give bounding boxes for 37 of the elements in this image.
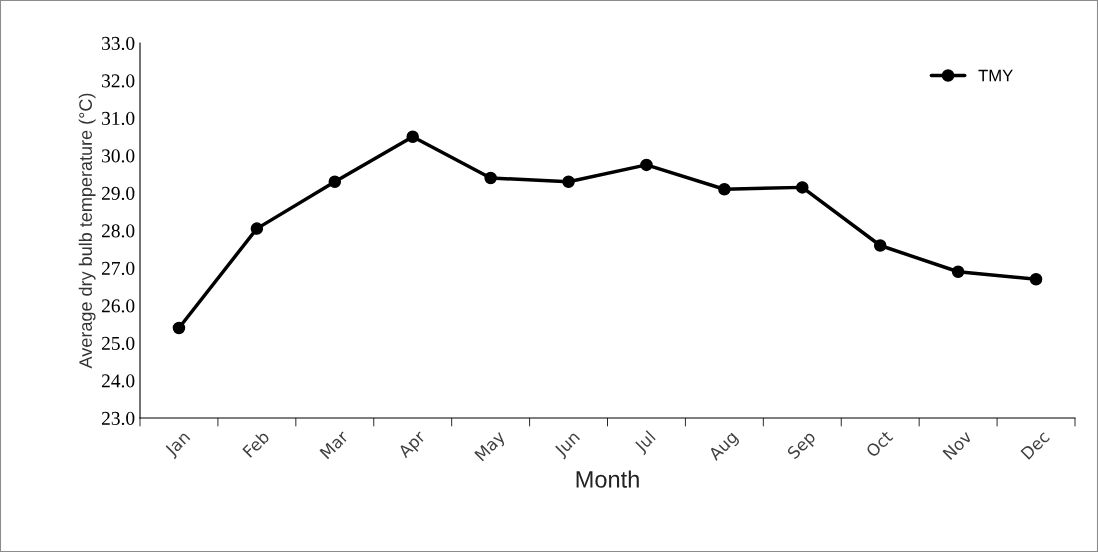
x-tick-label: Dec xyxy=(1020,430,1051,460)
x-tick-label: Apr xyxy=(397,429,429,461)
y-tick-label: 31.0 xyxy=(102,111,135,126)
x-tick-label: Mar xyxy=(319,429,350,460)
y-tick-label: 26.0 xyxy=(101,299,135,313)
x-tick-label: Oct xyxy=(865,429,894,458)
y-tick-label: 27.0 xyxy=(101,261,135,276)
x-tick-label: Aug xyxy=(707,430,741,464)
point xyxy=(1029,272,1043,286)
y-tick-label: 25.0 xyxy=(101,336,135,351)
x-tick-label: Sep xyxy=(786,429,819,462)
point xyxy=(406,130,419,144)
point xyxy=(796,181,809,194)
y-tick-label: 29.0 xyxy=(101,186,135,201)
y-tick-label: 30.0 xyxy=(102,149,135,163)
x-tick-label: Nov xyxy=(942,429,973,461)
point xyxy=(250,222,264,235)
y-tick-label: 32.0 xyxy=(102,74,135,88)
x-tick-label: Feb xyxy=(241,429,271,458)
y-tick-label: 33.0 xyxy=(102,36,135,51)
y-tick-label: 24.0 xyxy=(101,374,135,388)
point xyxy=(484,171,497,185)
y-axis-title: Average dry bulb temperature (°C) xyxy=(78,93,96,369)
point xyxy=(718,182,731,196)
point xyxy=(640,158,653,172)
point xyxy=(951,265,965,279)
x-tick-label: Jan xyxy=(163,430,193,460)
point xyxy=(328,175,342,189)
y-tick-label: 28.0 xyxy=(101,224,135,238)
point xyxy=(873,239,887,252)
point xyxy=(562,175,575,189)
point xyxy=(172,321,186,335)
legend-label: TMY xyxy=(978,69,1013,82)
y-tick-label: 23.0 xyxy=(101,411,135,426)
x-tick-label: Jul xyxy=(633,430,659,456)
x-axis-title: Month xyxy=(576,470,639,488)
x-tick-label: Jun xyxy=(553,430,583,460)
